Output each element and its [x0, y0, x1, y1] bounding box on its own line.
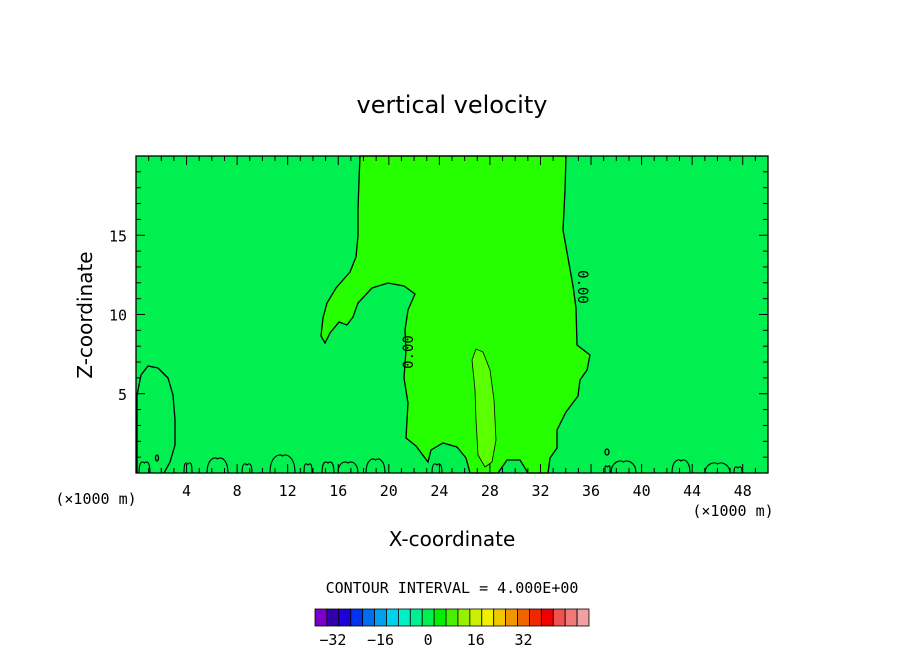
x-tick-label: 36 [582, 482, 600, 500]
colorbar-swatch [445, 608, 459, 627]
y-ticks [136, 171, 768, 458]
contour-label-left: 0.00 [401, 335, 417, 369]
fill-positive-zone [321, 156, 590, 473]
colorbar-swatch [529, 608, 542, 627]
colorbar-swatch [505, 608, 518, 627]
colorbar-label: −32 [319, 631, 346, 649]
x-tick-label: 12 [279, 482, 297, 500]
colorbar-swatch [481, 608, 495, 627]
contour-lines [136, 155, 743, 474]
x-tick-label: 20 [380, 482, 398, 500]
contour-line-bump [431, 463, 443, 474]
contour-label-right: 0.00 [574, 270, 590, 304]
colorbar-swatch [421, 608, 435, 627]
y-tick-label: 5 [118, 386, 127, 404]
contour-line-bump [337, 461, 359, 474]
contour-interval: CONTOUR INTERVAL = 4.000E+00 [326, 579, 579, 597]
x-unit-right: (×1000 m) [692, 502, 773, 520]
x-tick-label: 32 [531, 482, 549, 500]
contour-line-bump [138, 461, 151, 474]
chart-title: vertical velocity [357, 91, 548, 119]
colorbar-swatch [540, 608, 554, 627]
x-tick-label: 44 [683, 482, 701, 500]
colorbar-swatch [433, 608, 447, 627]
y-tick-label: 15 [109, 227, 127, 245]
fill-strong-updraft [472, 349, 496, 467]
contour-line-dot [604, 448, 610, 456]
colorbar [314, 608, 590, 627]
colorbar-swatch [362, 608, 375, 627]
colorbar-swatch [350, 608, 364, 627]
contour-line-bump [604, 465, 611, 474]
contour-fills [136, 156, 768, 473]
x-unit-left: (×1000 m) [55, 490, 136, 508]
x-tick-label: 40 [633, 482, 651, 500]
colorbar-swatch [386, 608, 399, 627]
x-axis-label: X-coordinate [389, 527, 516, 551]
contour-line-bump [321, 461, 335, 474]
contour-line-dot [154, 454, 160, 462]
contour-line-bump [704, 462, 731, 474]
colorbar-swatch [409, 608, 423, 627]
contour-line-bump [671, 459, 691, 474]
colorbar-label: 16 [467, 631, 485, 649]
x-tick-label: 28 [481, 482, 499, 500]
colorbar-swatch [326, 608, 340, 627]
y-tick-label: 10 [109, 307, 127, 325]
x-tick-label: 48 [734, 482, 752, 500]
colorbar-swatch [493, 608, 507, 627]
y-axis-label: Z-coordinate [73, 251, 97, 378]
x-tick-label: 4 [182, 482, 191, 500]
contour-line-bump [303, 463, 313, 474]
x-ticks [148, 156, 756, 473]
colorbar-swatch [374, 608, 387, 627]
contour-line-bump [610, 460, 637, 474]
colorbar-swatch [517, 608, 530, 627]
colorbar-swatch [564, 608, 578, 627]
colorbar-swatch [338, 608, 352, 627]
colorbar-label: 0 [424, 631, 433, 649]
colorbar-labels: −32 −16 0 16 32 [319, 631, 532, 649]
contour-line-bump [365, 458, 386, 474]
colorbar-swatch [469, 608, 483, 627]
colorbar-swatch [576, 608, 590, 627]
colorbar-swatch [552, 608, 566, 627]
colorbar-swatch [314, 608, 328, 627]
contour-line-bump [183, 462, 193, 474]
contour-line-bump [269, 454, 296, 474]
contour-line-bump [241, 463, 253, 474]
colorbar-swatch [397, 608, 411, 627]
colorbar-swatch [457, 608, 471, 627]
contour-line-updraft [471, 348, 497, 468]
contour-line-bump [206, 457, 229, 474]
colorbar-label: 32 [514, 631, 532, 649]
x-tick-label: 8 [233, 482, 242, 500]
x-tick-labels: 4 8 12 16 20 24 28 32 36 40 44 48 [182, 482, 752, 500]
x-tick-label: 16 [329, 482, 347, 500]
x-tick-label: 24 [430, 482, 448, 500]
contour-line-central [320, 155, 591, 474]
contour-line-left [136, 365, 176, 474]
y-tick-labels: 5 10 15 [109, 227, 127, 404]
contour-line-bump [733, 466, 743, 474]
colorbar-label: −16 [367, 631, 394, 649]
